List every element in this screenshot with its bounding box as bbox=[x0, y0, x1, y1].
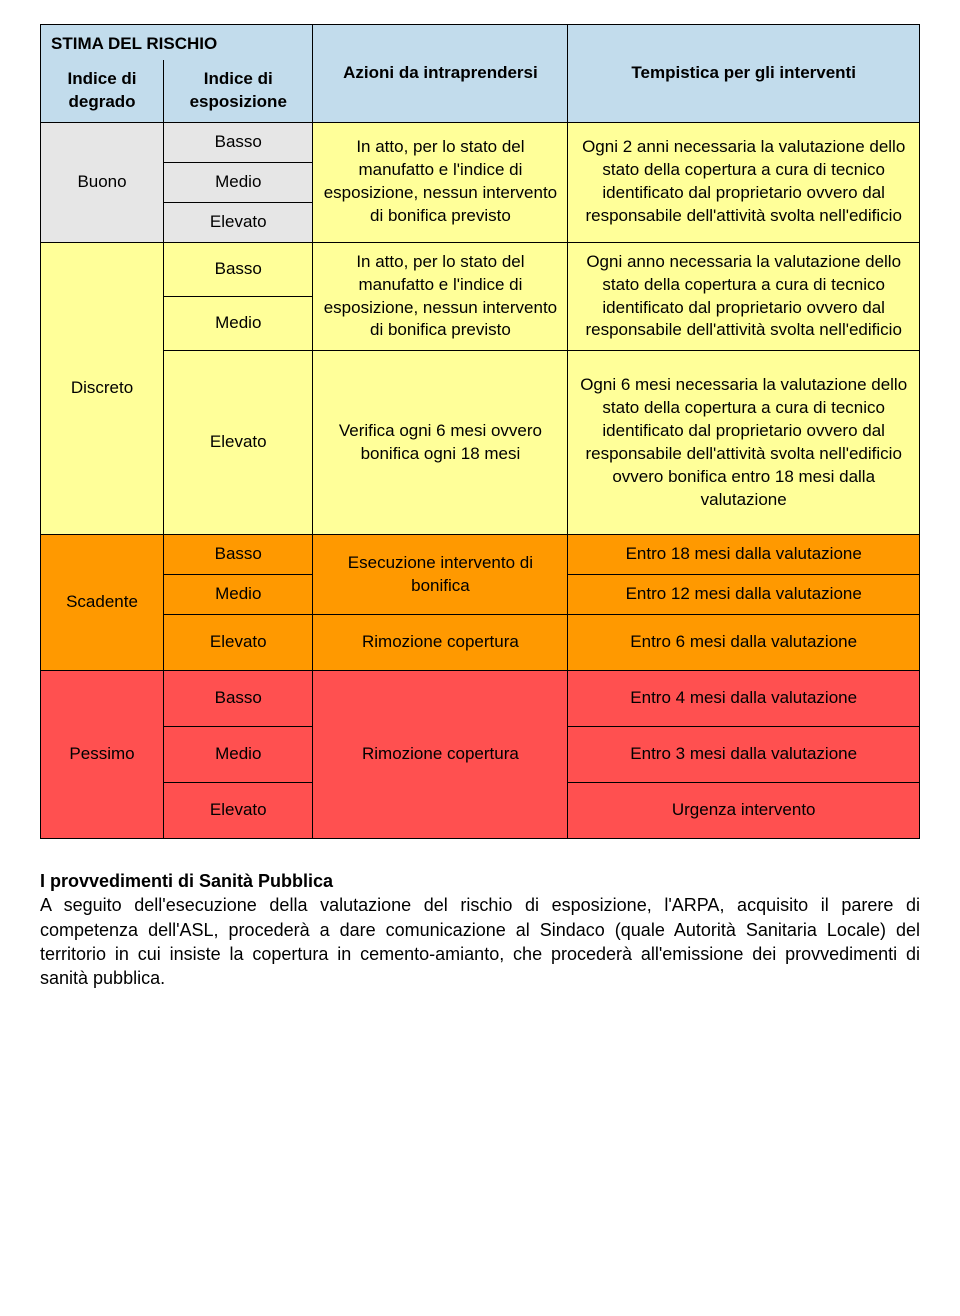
header-col2: Indice di esposizione bbox=[164, 60, 313, 122]
cell-action-rimozione-1: Rimozione copertura bbox=[313, 615, 568, 671]
cell-esposizione-elevato: Elevato bbox=[164, 202, 313, 242]
cell-action-in-atto-2: In atto, per lo stato del manufatto e l'… bbox=[313, 242, 568, 351]
cell-temp-6m: Entro 6 mesi dalla valutazione bbox=[568, 615, 920, 671]
cell-esposizione-elevato-2: Elevato bbox=[164, 351, 313, 535]
row-discreto-elevato: Elevato Verifica ogni 6 mesi ovvero boni… bbox=[41, 351, 920, 535]
cell-action-rimozione-2: Rimozione copertura bbox=[313, 671, 568, 839]
cell-temp-6mesi: Ogni 6 mesi necessaria la valutazione de… bbox=[568, 351, 920, 535]
cell-temp-2anni: Ogni 2 anni necessaria la valutazione de… bbox=[568, 122, 920, 242]
row-scadente-basso: Scadente Basso Esecuzione intervento di … bbox=[41, 535, 920, 575]
cell-esposizione-elevato-3: Elevato bbox=[164, 615, 313, 671]
cell-esposizione-medio: Medio bbox=[164, 162, 313, 202]
footer-body: A seguito dell'esecuzione della valutazi… bbox=[40, 895, 920, 988]
cell-esposizione-basso-3: Basso bbox=[164, 535, 313, 575]
page-root: STIMA DEL RISCHIO Azioni da intraprender… bbox=[0, 0, 960, 1030]
risk-table: STIMA DEL RISCHIO Azioni da intraprender… bbox=[40, 24, 920, 839]
footer-block: I provvedimenti di Sanità Pubblica A seg… bbox=[40, 869, 920, 990]
cell-degrado-discreto: Discreto bbox=[41, 242, 164, 535]
cell-esposizione-basso-2: Basso bbox=[164, 242, 313, 296]
cell-esposizione-basso-4: Basso bbox=[164, 671, 313, 727]
row-pessimo-basso: Pessimo Basso Rimozione copertura Entro … bbox=[41, 671, 920, 727]
header-col4: Tempistica per gli interventi bbox=[568, 25, 920, 123]
footer-heading: I provvedimenti di Sanità Pubblica bbox=[40, 871, 333, 891]
cell-temp-4m: Entro 4 mesi dalla valutazione bbox=[568, 671, 920, 727]
header-group-title: STIMA DEL RISCHIO bbox=[41, 25, 313, 60]
cell-esposizione-medio-4: Medio bbox=[164, 727, 313, 783]
cell-action-verifica: Verifica ogni 6 mesi ovvero bonifica ogn… bbox=[313, 351, 568, 535]
cell-temp-anno: Ogni anno necessaria la valutazione dell… bbox=[568, 242, 920, 351]
header-col1: Indice di degrado bbox=[41, 60, 164, 122]
header-col3: Azioni da intraprendersi bbox=[313, 25, 568, 123]
cell-action-esecuzione: Esecuzione intervento di bonifica bbox=[313, 535, 568, 615]
row-scadente-elevato: Elevato Rimozione copertura Entro 6 mesi… bbox=[41, 615, 920, 671]
row-buono-basso: Buono Basso In atto, per lo stato del ma… bbox=[41, 122, 920, 162]
cell-esposizione-elevato-4: Elevato bbox=[164, 783, 313, 839]
cell-temp-urgenza: Urgenza intervento bbox=[568, 783, 920, 839]
cell-action-in-atto-1: In atto, per lo stato del manufatto e l'… bbox=[313, 122, 568, 242]
cell-esposizione-medio-2: Medio bbox=[164, 297, 313, 351]
table-header-row-1: STIMA DEL RISCHIO Azioni da intraprender… bbox=[41, 25, 920, 60]
cell-degrado-pessimo: Pessimo bbox=[41, 671, 164, 839]
cell-temp-3m: Entro 3 mesi dalla valutazione bbox=[568, 727, 920, 783]
cell-degrado-buono: Buono bbox=[41, 122, 164, 242]
row-discreto-basso: Discreto Basso In atto, per lo stato del… bbox=[41, 242, 920, 296]
cell-esposizione-medio-3: Medio bbox=[164, 575, 313, 615]
cell-temp-18m: Entro 18 mesi dalla valutazione bbox=[568, 535, 920, 575]
cell-esposizione-basso: Basso bbox=[164, 122, 313, 162]
cell-temp-12m: Entro 12 mesi dalla valutazione bbox=[568, 575, 920, 615]
cell-degrado-scadente: Scadente bbox=[41, 535, 164, 671]
